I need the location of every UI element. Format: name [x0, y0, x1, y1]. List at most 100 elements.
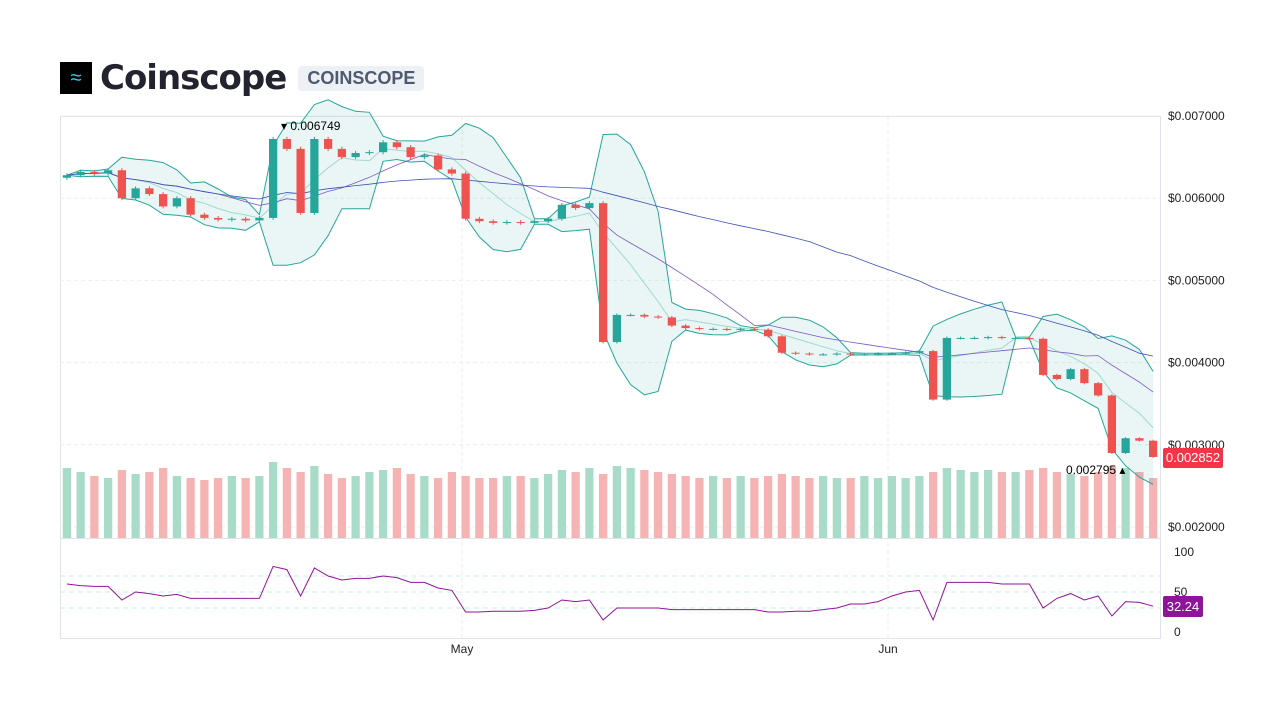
- volume-bar: [777, 474, 786, 538]
- volume-bar: [585, 468, 594, 538]
- volume-bar: [502, 476, 511, 538]
- rsi-tick-label: 100: [1174, 545, 1194, 559]
- volume-bar: [626, 468, 635, 538]
- candle-body: [62, 175, 71, 178]
- candle-body: [942, 337, 951, 400]
- volume-bar: [722, 478, 731, 538]
- candle-body: [76, 171, 85, 176]
- y-tick-label: $0.007000: [1168, 109, 1225, 123]
- candle-body: [736, 328, 745, 330]
- candle-body: [764, 329, 773, 337]
- volume-bar: [599, 474, 608, 538]
- rsi-last-value: 32.24: [1167, 599, 1200, 614]
- candle-body: [1149, 440, 1158, 457]
- candle-body: [750, 328, 759, 330]
- volume-bar: [832, 478, 841, 538]
- volume-bar: [310, 466, 319, 538]
- candle-body: [1094, 383, 1103, 396]
- candle-body: [970, 337, 979, 339]
- last-price-tag: [1163, 448, 1223, 468]
- candle-body: [1107, 395, 1116, 454]
- high-label: ▾ 0.006749: [281, 119, 341, 133]
- candle-body: [1025, 337, 1034, 339]
- candle-body: [544, 218, 553, 222]
- candle-body: [475, 218, 484, 222]
- volume-bar: [887, 476, 896, 538]
- volume-bar: [76, 472, 85, 538]
- ticker-badge: COINSCOPE: [298, 65, 425, 91]
- volume-bar: [750, 478, 759, 538]
- candle-body: [379, 142, 388, 153]
- volume-bar: [874, 478, 883, 538]
- candle-body: [654, 316, 663, 318]
- volume-bar: [984, 470, 993, 538]
- volume-bar: [791, 476, 800, 538]
- candle-body: [214, 217, 223, 220]
- candle-body: [887, 353, 896, 355]
- candle-body: [915, 351, 924, 353]
- candle-body: [516, 222, 525, 224]
- volume-bar: [255, 476, 264, 538]
- volume-bar: [296, 472, 305, 538]
- candle-body: [159, 194, 168, 207]
- volume-bar: [764, 476, 773, 538]
- candle-body: [709, 328, 718, 330]
- candle-body: [530, 221, 539, 223]
- y-tick-label: $0.002000: [1168, 520, 1225, 534]
- candle-body: [571, 204, 580, 209]
- candle-body: [791, 352, 800, 354]
- candle-body: [200, 214, 209, 218]
- volume-bar: [159, 468, 168, 538]
- y-tick-label: $0.004000: [1168, 356, 1225, 370]
- rsi-tick-label: 0: [1174, 625, 1181, 639]
- candle-body: [131, 188, 140, 199]
- page-title: Coinscope: [100, 58, 287, 98]
- volume-bar: [186, 478, 195, 538]
- candle-body: [392, 142, 401, 148]
- volume-bar: [544, 474, 553, 538]
- volume-bar: [227, 476, 236, 538]
- candle-body: [997, 337, 1006, 339]
- volume-bar: [131, 474, 140, 538]
- candle-body: [612, 314, 621, 343]
- y-tick-label: $0.005000: [1168, 273, 1225, 287]
- volume-bar: [461, 476, 470, 538]
- candle-body: [1066, 369, 1075, 380]
- candle-body: [255, 217, 264, 221]
- candle-body: [805, 353, 814, 355]
- candle-body: [832, 353, 841, 355]
- candle-body: [365, 152, 374, 154]
- volume-bar: [337, 478, 346, 538]
- volume-bar: [819, 476, 828, 538]
- x-tick-jun: Jun: [878, 642, 897, 656]
- volume-bar: [269, 462, 278, 538]
- candle-body: [1080, 369, 1089, 384]
- volume-bar: [241, 478, 250, 538]
- y-tick-label: $0.006000: [1168, 191, 1225, 205]
- volume-bar: [324, 474, 333, 538]
- volume-bar: [62, 468, 71, 538]
- candle-body: [351, 152, 360, 158]
- volume-bar: [860, 476, 869, 538]
- candle-body: [557, 204, 566, 219]
- volume-bar: [736, 476, 745, 538]
- candle-body: [489, 221, 498, 223]
- candle-body: [241, 218, 250, 221]
- candle-body: [984, 337, 993, 339]
- volume-bar: [475, 478, 484, 538]
- chart-frame: [60, 116, 1161, 639]
- volume-bar: [1149, 478, 1158, 538]
- bollinger-lower: [66, 158, 1154, 485]
- candle-body: [186, 198, 195, 215]
- candle-body: [406, 147, 415, 158]
- candle-body: [929, 351, 938, 400]
- rsi-tick-label: 50: [1174, 585, 1188, 599]
- volume-bar: [640, 470, 649, 538]
- candle-body: [599, 203, 608, 343]
- volume-bar: [104, 478, 113, 538]
- candle-body: [172, 198, 181, 207]
- bollinger-band-fill: [66, 99, 1154, 485]
- candle-body: [585, 203, 594, 209]
- volume-bar: [681, 476, 690, 538]
